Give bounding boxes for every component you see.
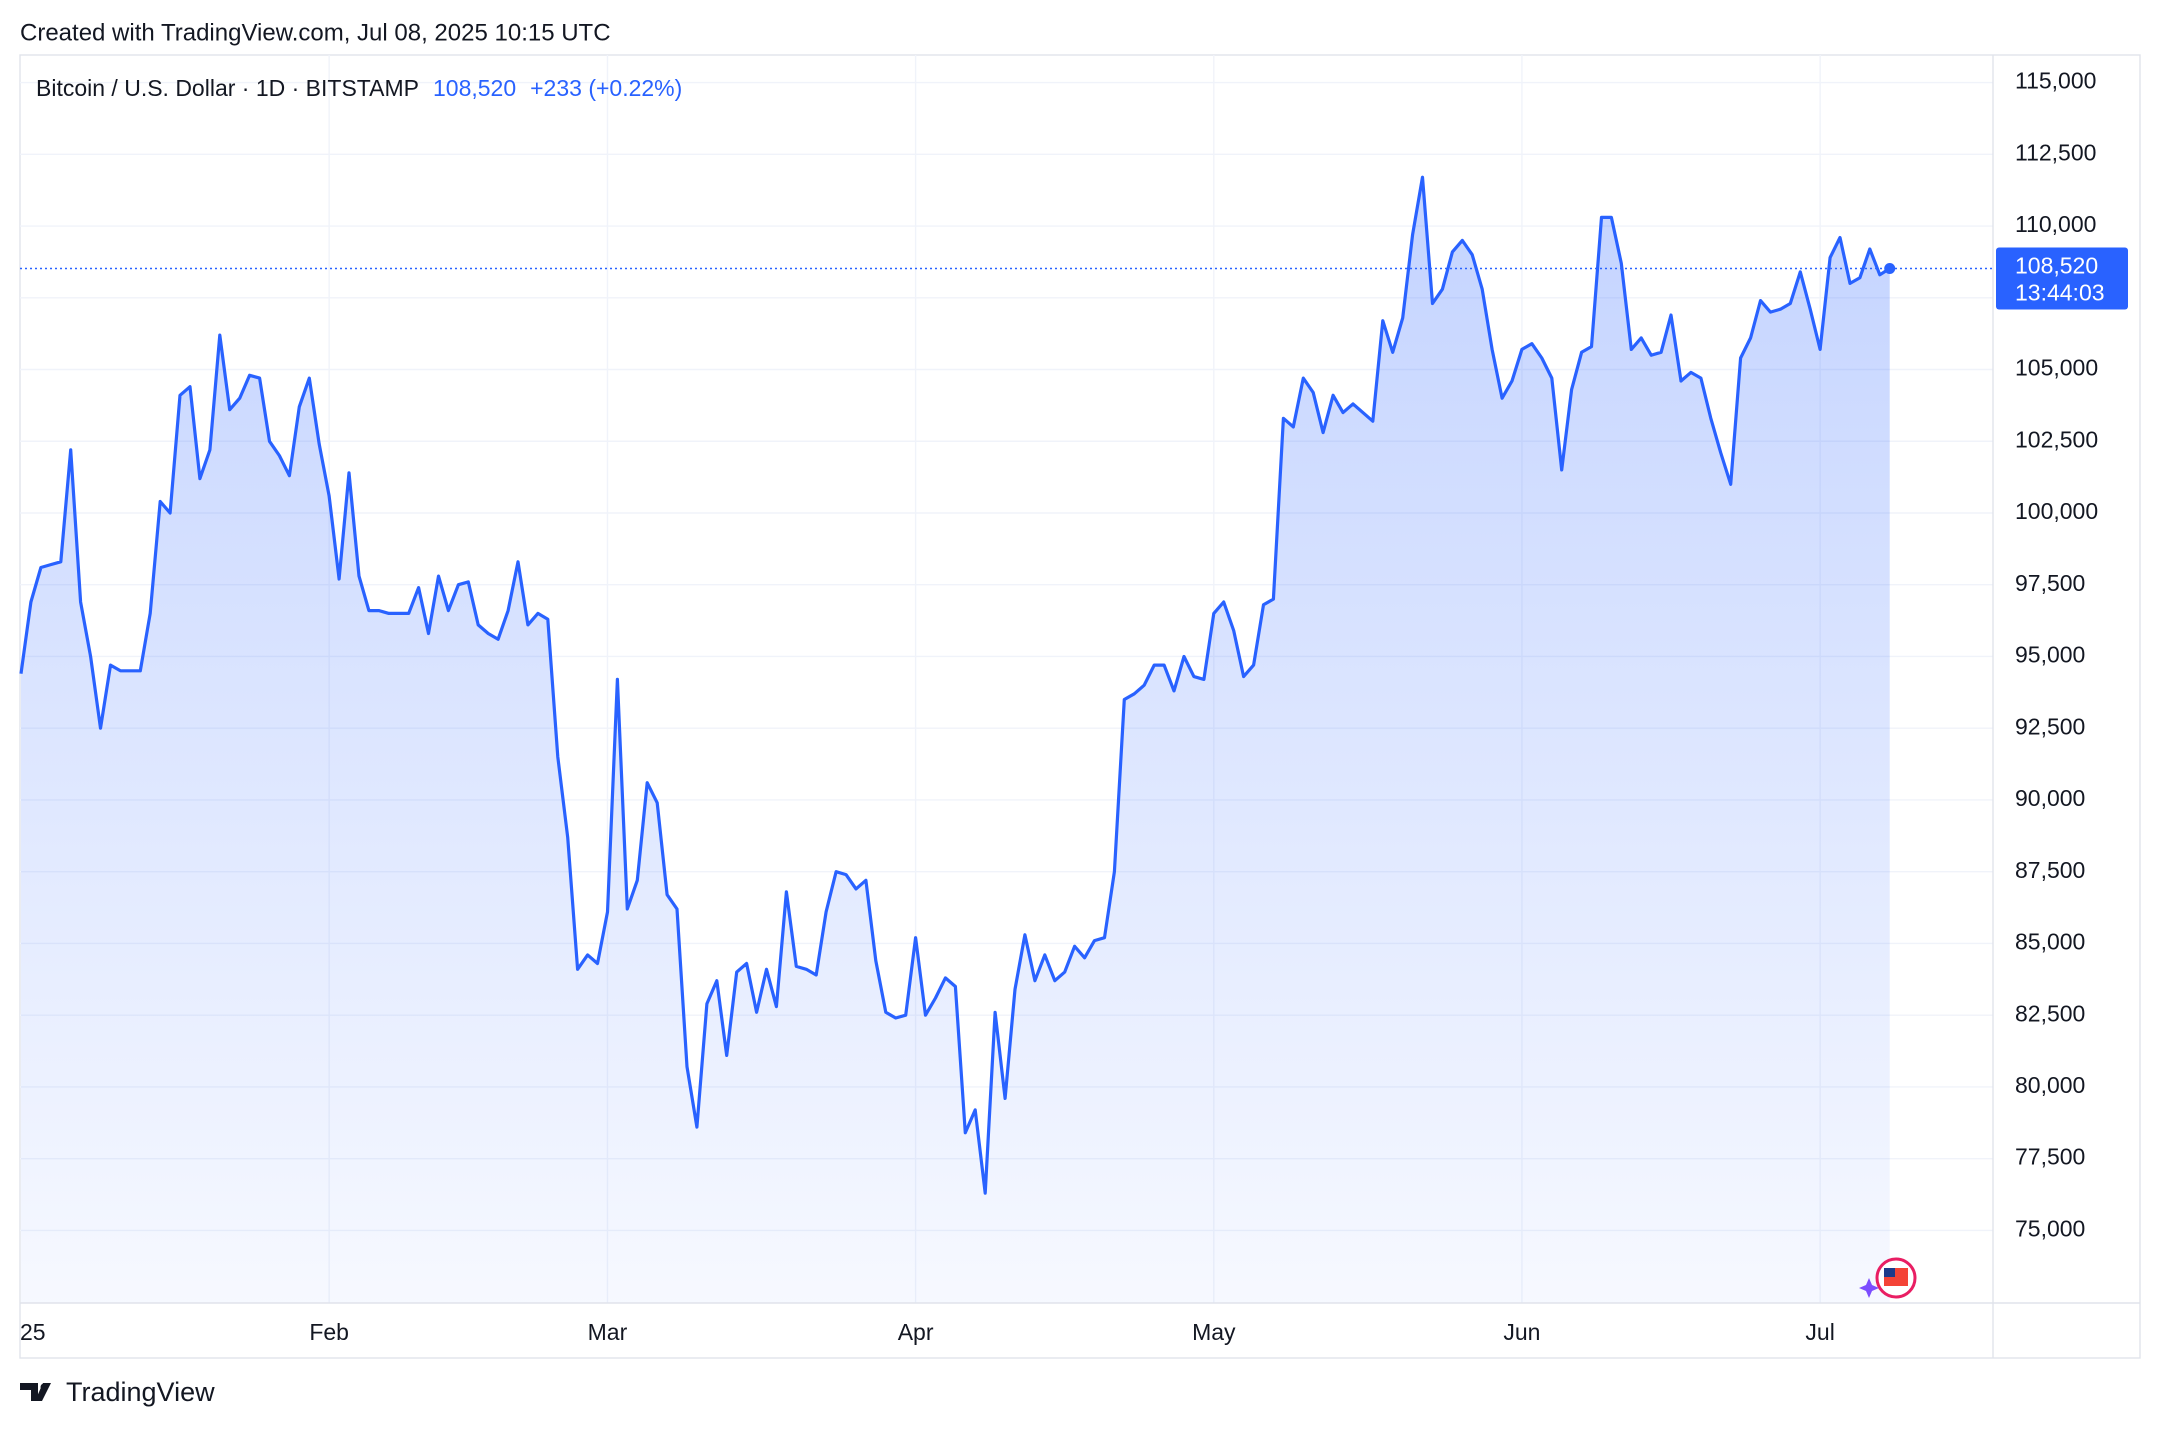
y-tick-label: 112,500 [2015,139,2096,165]
y-tick-label: 85,000 [2015,929,2085,955]
plot [19,175,1993,1304]
y-tick-label: 95,000 [2015,642,2085,668]
legend: Bitcoin / U.S. Dollar · 1D · BITSTAMP 10… [36,75,682,101]
credit: Created with TradingView.com, Jul 08, 20… [20,19,611,46]
y-tick-label: 100,000 [2015,498,2098,524]
legend-price: 108,520 [433,75,516,101]
y-tick-label: 105,000 [2015,355,2098,381]
y-tick-label: 77,500 [2015,1144,2085,1170]
price-tag-time: 13:44:03 [2015,280,2105,306]
price-line [19,175,1891,1195]
y-tick-label: 90,000 [2015,785,2085,811]
y-tick-label: 110,000 [2015,211,2096,237]
y-tick-label: 115,000 [2015,68,2096,94]
area-fill [21,177,1890,1304]
legend-symbol: Bitcoin / U.S. Dollar · 1D · BITSTAMP [36,75,419,101]
last-point [1884,263,1896,275]
logo-text: TradingView [66,1377,215,1407]
y-tick-label: 92,500 [2015,713,2085,739]
x-tick-label: Feb [309,1319,349,1345]
legend-change: +233 (+0.22%) [530,75,682,101]
x-tick-label: 25 [20,1319,46,1345]
y-tick-label: 97,500 [2015,570,2085,596]
x-tick-label: May [1192,1319,1236,1345]
y-tick-label: 102,500 [2015,426,2098,452]
y-tick-label: 82,500 [2015,1000,2085,1026]
y-tick-label: 87,500 [2015,857,2085,883]
y-tick-label: 80,000 [2015,1072,2085,1098]
x-tick-label: Jun [1503,1319,1540,1345]
y-tick-label: 75,000 [2015,1215,2085,1241]
x-tick-label: Jul [1805,1319,1834,1345]
x-tick-label: Apr [898,1319,934,1345]
logo: TradingView [20,1377,215,1407]
chart-frame [19,54,2141,1359]
labels: 75,000 77,500 80,000 82,500 85,000 87,500 90,0… [20,68,2128,1345]
x-tick-label: Mar [588,1319,628,1345]
flag-icon [1859,1257,1917,1299]
price-tag [1996,247,2128,310]
price-tag-label: 108,520 [2015,253,2098,279]
